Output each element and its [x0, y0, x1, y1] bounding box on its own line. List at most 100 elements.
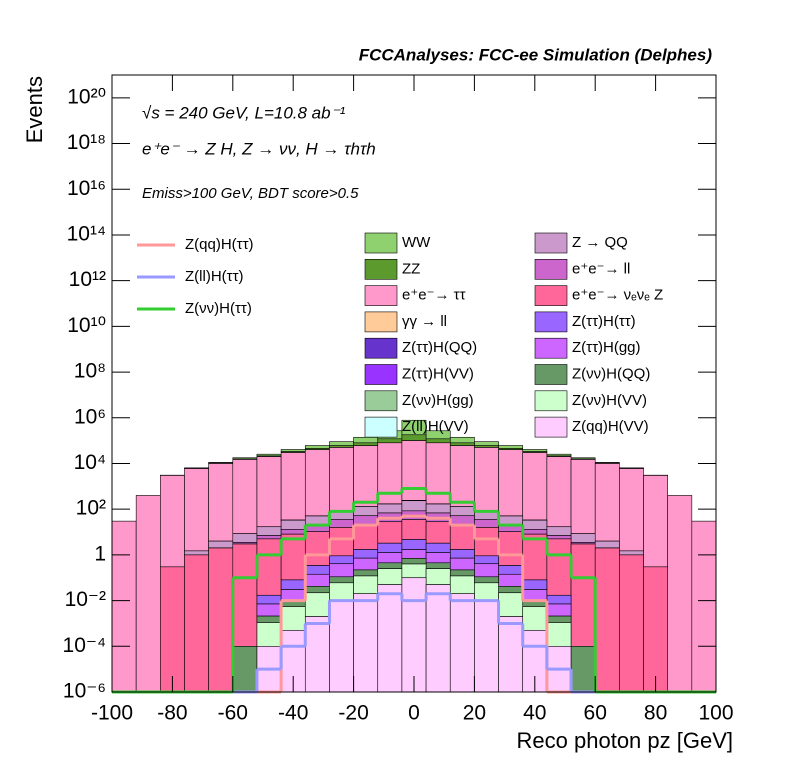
histogram-bar [305, 617, 329, 692]
legend-swatch [535, 259, 567, 279]
histogram-bar [257, 527, 281, 536]
histogram-bar [499, 593, 523, 617]
histogram-bar [305, 516, 329, 525]
histogram-bar [233, 646, 257, 692]
histogram-bar [523, 520, 547, 529]
y-tick-label: 10¹⁸ [67, 131, 106, 154]
legend-label: e⁺e⁻→ ττ [402, 287, 466, 304]
y-tick-label: 10⁻⁴ [63, 634, 106, 657]
histogram-bar [354, 524, 378, 549]
histogram-bar [305, 450, 329, 516]
histogram-bar [474, 556, 498, 564]
y-tick-label: 10⁴ [74, 451, 106, 474]
histogram-bar [354, 446, 378, 507]
x-tick-label: -80 [157, 702, 187, 725]
histogram-bar [354, 550, 378, 559]
histogram-bar [450, 550, 474, 559]
histogram-bar [474, 447, 498, 510]
histogram-bar [402, 578, 426, 692]
annotation: √s = 240 GeV, L=10.8 ab⁻¹ [142, 103, 346, 122]
histogram-bar [402, 441, 426, 501]
histogram-bar [547, 539, 571, 595]
histogram-bar [378, 563, 402, 569]
histogram-bar [595, 541, 619, 548]
histogram-bar [112, 521, 136, 692]
legend-swatch [365, 259, 397, 279]
y-tick-label: 10⁻² [65, 588, 106, 611]
legend-swatch [365, 338, 397, 358]
histogram-bar [474, 601, 498, 692]
histogram-bar [547, 604, 571, 616]
histogram-bar [329, 601, 353, 692]
legend-swatch [365, 233, 397, 253]
legend-label: Z(ττ)H(QQ) [402, 339, 477, 356]
y-tick-label: 10⁸ [74, 360, 106, 383]
histogram-bar [257, 604, 281, 616]
histogram-bar [257, 539, 281, 595]
legend-swatch [365, 391, 397, 411]
histogram-bar [378, 569, 402, 585]
histogram-bar [499, 446, 523, 449]
histogram-bar [305, 566, 329, 575]
x-axis-label: Reco photon pz [GeV] [517, 728, 733, 753]
histogram-bar [305, 574, 329, 586]
legend-swatch [535, 338, 567, 358]
histogram-bar [523, 449, 547, 451]
histogram-bar [184, 555, 208, 692]
histogram-bar [160, 475, 184, 566]
histogram-bar [402, 550, 426, 559]
histogram-bar [329, 442, 353, 446]
histogram-bar [329, 447, 353, 510]
histogram-bar [523, 607, 547, 631]
histogram-bar [668, 495, 692, 692]
histogram-bar [160, 567, 184, 692]
histogram-bar [499, 574, 523, 586]
histogram-bar [378, 504, 402, 513]
histogram-bar [184, 469, 208, 551]
histogram-bar [305, 586, 329, 592]
histogram-bar [329, 556, 353, 564]
histogram-bar [571, 534, 595, 543]
histogram-bar [571, 459, 595, 533]
histogram-bar [692, 521, 716, 692]
histogram-bar [499, 450, 523, 516]
histogram-bar [402, 558, 426, 564]
legend-swatch [365, 417, 397, 437]
legend-swatch [365, 312, 397, 332]
histogram-bar [547, 595, 571, 604]
histogram-bar [450, 437, 474, 443]
histogram-bar [184, 551, 208, 555]
histogram-bar [209, 548, 233, 692]
y-axis-label: Events [22, 76, 47, 143]
chart-title: FCCAnalyses: FCC-ee Simulation (Delphes) [359, 45, 713, 64]
legend-label: Z(qq)H(VV) [572, 418, 649, 435]
x-tick-label: -40 [278, 702, 308, 725]
y-tick-label: 10¹⁴ [67, 223, 106, 246]
histogram-bar [233, 459, 257, 533]
legend-label: Z(ττ)H(VV) [402, 365, 474, 382]
histogram-bar [426, 585, 450, 692]
histogram-bar [354, 443, 378, 446]
histogram-bar [571, 646, 595, 692]
histogram-bar [257, 457, 281, 527]
histogram-bar [257, 616, 281, 622]
histogram-bar [474, 519, 498, 527]
histogram-bar [305, 446, 329, 449]
histogram-bar [595, 463, 619, 541]
histogram-bar [450, 558, 474, 570]
histogram-bar [523, 534, 547, 580]
legend-label: Z(ll)H(VV) [402, 418, 469, 435]
histogram-bar [474, 527, 498, 555]
histogram-bar [136, 495, 160, 692]
y-tick-label: 10¹⁶ [67, 177, 106, 200]
histogram-bar [281, 534, 305, 580]
legend-label: Z → QQ [572, 234, 628, 251]
y-tick-label: 10⁶ [74, 405, 106, 428]
histogram-bar [426, 504, 450, 513]
legend-label: Z(ττ)H(ττ) [572, 313, 636, 330]
x-tick-label: 60 [584, 702, 607, 725]
histogram-bar [474, 442, 498, 446]
annotation: Emiss>100 GeV, BDT score>0.5 [142, 185, 359, 202]
histogram-bar [450, 443, 474, 446]
legend-label: Z(νν)H(gg) [402, 392, 474, 409]
